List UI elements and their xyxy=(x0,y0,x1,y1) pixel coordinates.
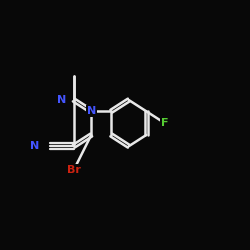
Text: N: N xyxy=(58,95,67,105)
Text: F: F xyxy=(161,118,168,128)
Text: N: N xyxy=(87,106,96,116)
Text: N: N xyxy=(30,141,39,151)
Text: Br: Br xyxy=(67,165,81,175)
